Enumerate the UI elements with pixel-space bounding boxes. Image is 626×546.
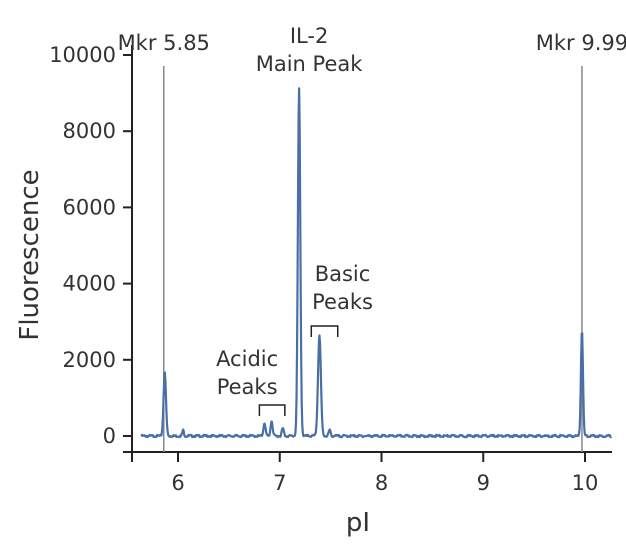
peak-bracket xyxy=(310,325,339,337)
y-axis-title: Fluorescence xyxy=(15,169,45,340)
annotation-label: Basic xyxy=(315,262,371,286)
x-ticks: 6 7 8 9 10 xyxy=(171,452,598,495)
y-tick-label: 6000 xyxy=(63,195,116,219)
peak-bracket xyxy=(258,404,286,416)
y-tick-label: 10000 xyxy=(49,43,116,67)
x-tick-label: 7 xyxy=(273,471,286,495)
marker-label: Mkr 5.85 xyxy=(118,31,210,55)
fluorescence-trace xyxy=(140,87,613,439)
annotation-label: Acidic xyxy=(216,347,278,371)
y-tick-label: 0 xyxy=(103,424,116,448)
y-tick-label: 4000 xyxy=(63,272,116,296)
y-tick-label: 8000 xyxy=(63,119,116,143)
y-ticks: 0 2000 4000 6000 8000 10000 xyxy=(49,43,132,448)
marker-label: Mkr 9.99 xyxy=(536,31,626,55)
marker-lines: Mkr 5.85 Mkr 9.99 xyxy=(118,31,626,452)
x-tick-label: 8 xyxy=(375,471,388,495)
annotation-label: Main Peak xyxy=(256,52,364,76)
x-tick-label: 10 xyxy=(572,471,599,495)
x-axis-title: pI xyxy=(346,508,370,538)
x-tick-label: 6 xyxy=(171,471,184,495)
annotation-label: Peaks xyxy=(312,290,373,314)
annotation-label: Peaks xyxy=(217,375,278,399)
annotations: IL-2 Main Peak Acidic Peaks Basic Peaks xyxy=(216,24,373,416)
y-tick-label: 2000 xyxy=(63,348,116,372)
annotation-label: IL-2 xyxy=(290,24,328,48)
axes xyxy=(123,45,612,462)
x-tick-label: 9 xyxy=(477,471,490,495)
